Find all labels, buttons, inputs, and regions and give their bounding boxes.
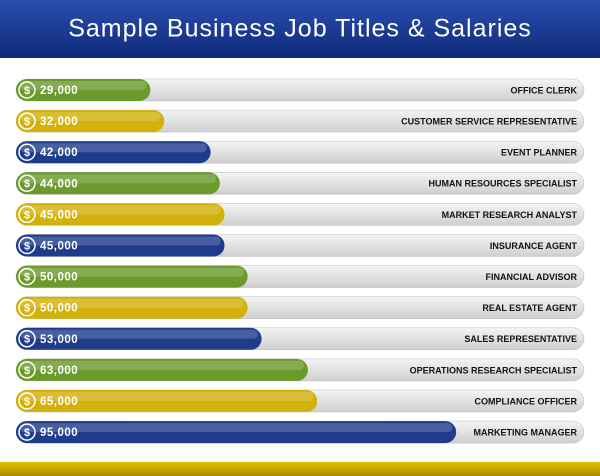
value-label: 53,000 (40, 334, 78, 346)
category-label: CUSTOMER SERVICE REPRESENTATIVE (401, 116, 577, 126)
dollar-icon (18, 361, 36, 379)
dollar-icon (18, 81, 36, 99)
category-label: REAL ESTATE AGENT (482, 303, 577, 313)
bar-shine (20, 205, 221, 215)
bar (16, 110, 165, 133)
dollar-icon (18, 112, 36, 130)
bar-shine (20, 360, 304, 370)
dollar-icon (18, 392, 36, 410)
category-label: HUMAN RESOURCES SPECIALIST (428, 179, 577, 189)
dollar-icon (18, 174, 36, 193)
category-label: SALES REPRESENTATIVE (464, 334, 577, 344)
value-label: 44,000 (40, 178, 78, 190)
dollar-sign: $ (24, 240, 30, 252)
value-label: 32,000 (40, 116, 78, 128)
dollar-icon (18, 330, 36, 348)
bar-shine (20, 423, 453, 433)
footer-band (0, 462, 600, 476)
bar-shine (20, 81, 147, 90)
bar (16, 421, 457, 444)
dollar-sign: $ (24, 365, 30, 377)
value-label: 45,000 (40, 241, 78, 253)
bar (16, 296, 248, 319)
bar (16, 265, 248, 288)
dollar-icon (18, 298, 36, 317)
dollar-sign: $ (24, 209, 30, 221)
header-band (0, 0, 600, 58)
dollar-sign: $ (24, 303, 30, 315)
category-label: INSURANCE AGENT (490, 241, 578, 251)
chart-title: Sample Business Job Titles & Salaries (68, 15, 532, 43)
value-label: 45,000 (40, 209, 78, 221)
dollar-icon (18, 267, 36, 286)
value-label: 42,000 (40, 147, 78, 159)
bar (16, 172, 220, 195)
dollar-sign: $ (24, 85, 30, 97)
bar (16, 327, 262, 350)
dollar-icon (18, 236, 36, 255)
bar (16, 390, 318, 412)
value-label: 63,000 (40, 365, 78, 377)
dollar-sign: $ (24, 427, 30, 439)
category-label: COMPLIANCE OFFICER (475, 396, 578, 406)
bar (16, 234, 225, 257)
bar (16, 79, 151, 101)
bar-shine (20, 267, 244, 277)
value-label: 95,000 (40, 427, 78, 439)
value-label: 29,000 (40, 85, 78, 97)
category-label: OFFICE CLERK (511, 85, 578, 95)
bar-shine (20, 174, 216, 184)
value-label: 50,000 (40, 272, 78, 284)
bar-shine (20, 112, 161, 122)
category-label: MARKET RESEARCH ANALYST (442, 210, 578, 220)
bar-shine (20, 392, 314, 401)
dollar-sign: $ (24, 116, 30, 128)
dollar-icon (18, 423, 36, 441)
dollar-icon (18, 205, 36, 224)
value-label: 65,000 (40, 396, 78, 408)
bar-shine (20, 236, 221, 246)
bar-shine (20, 329, 258, 339)
bar (16, 358, 308, 381)
dollar-sign: $ (24, 334, 30, 346)
bar (16, 203, 225, 226)
value-label: 50,000 (40, 303, 78, 315)
category-label: EVENT PLANNER (501, 148, 578, 158)
bar (16, 141, 211, 164)
bar-shine (20, 143, 207, 153)
category-label: FINANCIAL ADVISOR (485, 272, 577, 282)
category-label: MARKETING MANAGER (474, 427, 578, 437)
dollar-icon (18, 143, 36, 161)
category-label: OPERATIONS RESEARCH SPECIALIST (410, 365, 578, 375)
dollar-sign: $ (24, 272, 30, 284)
bar-shine (20, 298, 244, 308)
dollar-sign: $ (24, 396, 30, 408)
dollar-sign: $ (24, 178, 30, 190)
dollar-sign: $ (24, 147, 30, 159)
